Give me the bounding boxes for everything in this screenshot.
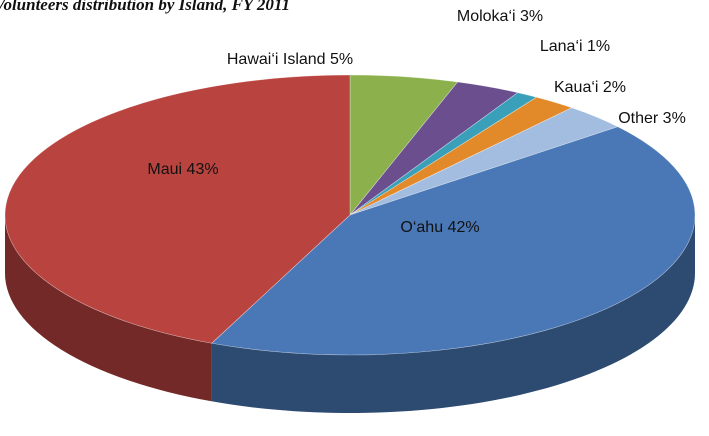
slice-label: Hawai‘i Island 5% — [227, 51, 353, 68]
slice-label: O‘ahu 42% — [400, 219, 479, 236]
slice-label: Kaua‘i 2% — [554, 79, 626, 96]
slice-label: Other 3% — [618, 110, 686, 127]
pie-side — [5, 215, 212, 402]
slice-label: Moloka‘i 3% — [457, 8, 543, 25]
pie-side-shade — [211, 215, 696, 413]
slice-label: Maui 43% — [147, 161, 218, 178]
slice-label: Lana‘i 1% — [540, 38, 610, 55]
pie-side — [211, 215, 696, 413]
chart-title: Volunteers distribution by Island, FY 20… — [0, 0, 290, 14]
pie-slice — [4, 74, 351, 344]
pie-slice — [211, 126, 696, 356]
pie-side-shade — [5, 215, 212, 402]
